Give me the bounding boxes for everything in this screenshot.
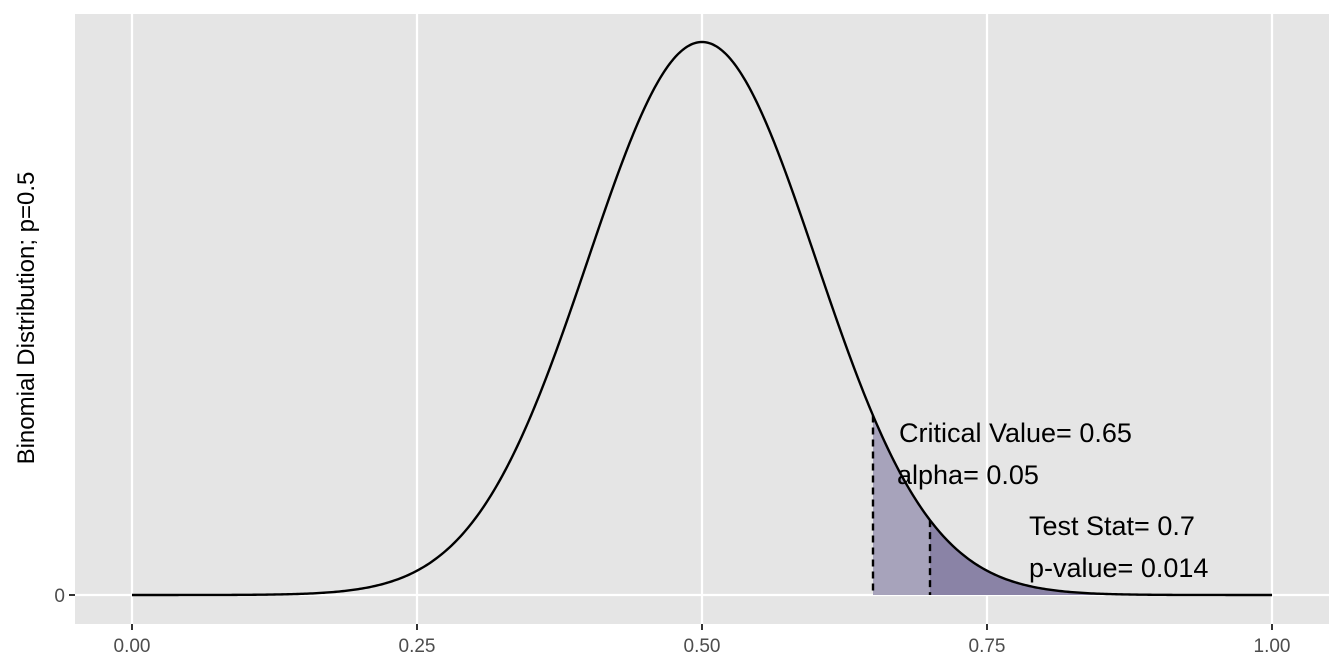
density-curve xyxy=(132,40,1272,597)
p-value-label: p-value= 0.014 xyxy=(1029,553,1208,583)
x-tick-label: 0.75 xyxy=(969,636,1006,657)
x-tick-label: 0.25 xyxy=(399,636,436,657)
x-tick-label: 0.00 xyxy=(114,636,151,657)
p-value-region xyxy=(930,520,1272,595)
alpha-region xyxy=(873,415,930,595)
x-axis: 0.00 0.25 0.50 0.75 1.00 xyxy=(114,624,1291,657)
x-tick-label: 1.00 xyxy=(1254,636,1291,657)
critical-lines xyxy=(871,415,932,595)
shaded-regions xyxy=(873,415,1272,595)
x-tick-label: 0.50 xyxy=(684,636,721,657)
y-tick-label: 0 xyxy=(54,586,65,607)
y-axis-title: Binomial Distribution; p=0.5 xyxy=(13,172,40,465)
test-stat-label: Test Stat= 0.7 xyxy=(1029,511,1195,541)
y-axis: 0 xyxy=(54,586,75,607)
alpha-label: alpha= 0.05 xyxy=(897,460,1039,490)
density-curve-group xyxy=(132,40,1272,597)
critical-value-label: Critical Value= 0.65 xyxy=(899,418,1132,448)
